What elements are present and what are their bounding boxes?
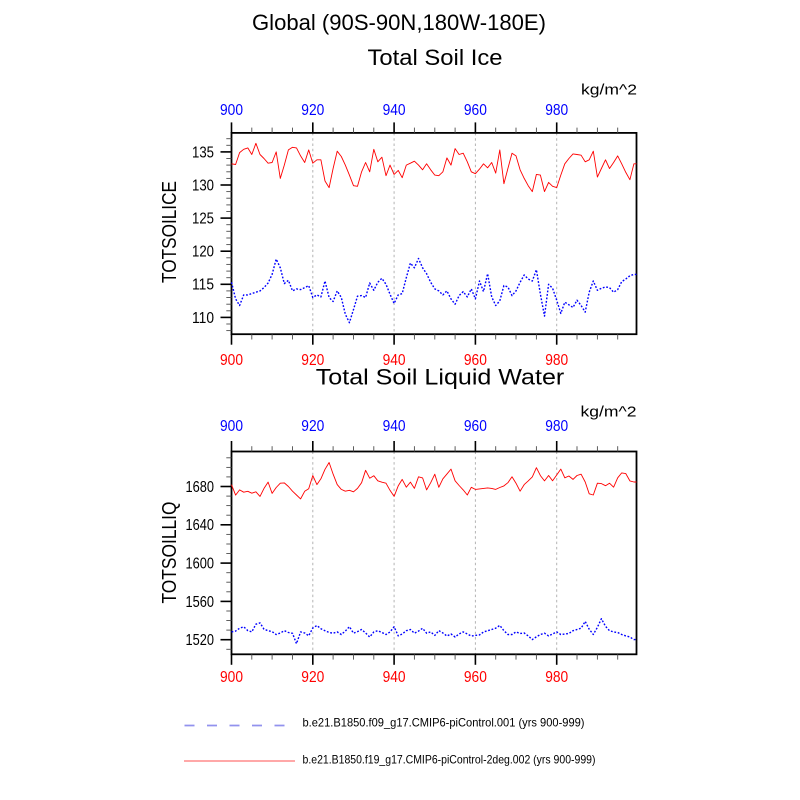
svg-text:kg/m^2: kg/m^2	[581, 82, 637, 99]
svg-text:900: 900	[220, 418, 243, 435]
svg-text:TOTSOILLIQ: TOTSOILLIQ	[159, 502, 181, 604]
svg-text:Total Soil Ice: Total Soil Ice	[368, 45, 503, 70]
svg-text:Global (90S-90N,180W-180E): Global (90S-90N,180W-180E)	[252, 10, 546, 35]
svg-text:Total Soil Liquid Water: Total Soil Liquid Water	[316, 365, 565, 390]
svg-text:TOTSOILICE: TOTSOILICE	[159, 181, 181, 283]
svg-text:kg/m^2: kg/m^2	[581, 404, 637, 421]
svg-text:900: 900	[220, 669, 243, 686]
svg-text:120: 120	[192, 244, 214, 261]
svg-text:920: 920	[301, 418, 324, 435]
svg-text:135: 135	[192, 144, 214, 161]
svg-text:900: 900	[220, 102, 243, 119]
svg-text:b.e21.B1850.f19_g17.CMIP6-piCo: b.e21.B1850.f19_g17.CMIP6-piControl-2deg…	[303, 753, 596, 767]
svg-text:920: 920	[301, 352, 324, 369]
svg-text:980: 980	[545, 418, 568, 435]
svg-text:940: 940	[383, 418, 406, 435]
svg-text:940: 940	[383, 669, 406, 686]
svg-text:125: 125	[192, 211, 214, 228]
svg-text:940: 940	[383, 102, 406, 119]
svg-text:960: 960	[464, 352, 487, 369]
svg-text:940: 940	[383, 352, 406, 369]
svg-text:130: 130	[192, 177, 214, 194]
svg-text:920: 920	[301, 102, 324, 119]
svg-text:1560: 1560	[186, 594, 215, 611]
svg-text:1520: 1520	[186, 632, 215, 649]
svg-text:980: 980	[545, 669, 568, 686]
svg-text:110: 110	[192, 310, 214, 327]
svg-text:980: 980	[545, 352, 568, 369]
svg-text:115: 115	[192, 277, 214, 294]
svg-text:1640: 1640	[186, 517, 215, 534]
svg-text:900: 900	[220, 352, 243, 369]
svg-text:1680: 1680	[186, 479, 215, 496]
svg-text:920: 920	[301, 669, 324, 686]
svg-text:1600: 1600	[186, 556, 215, 573]
svg-text:b.e21.B1850.f09_g17.CMIP6-piCo: b.e21.B1850.f09_g17.CMIP6-piControl.001 …	[303, 716, 585, 730]
svg-text:960: 960	[464, 669, 487, 686]
svg-text:960: 960	[464, 418, 487, 435]
svg-text:980: 980	[545, 102, 568, 119]
svg-text:960: 960	[464, 102, 487, 119]
